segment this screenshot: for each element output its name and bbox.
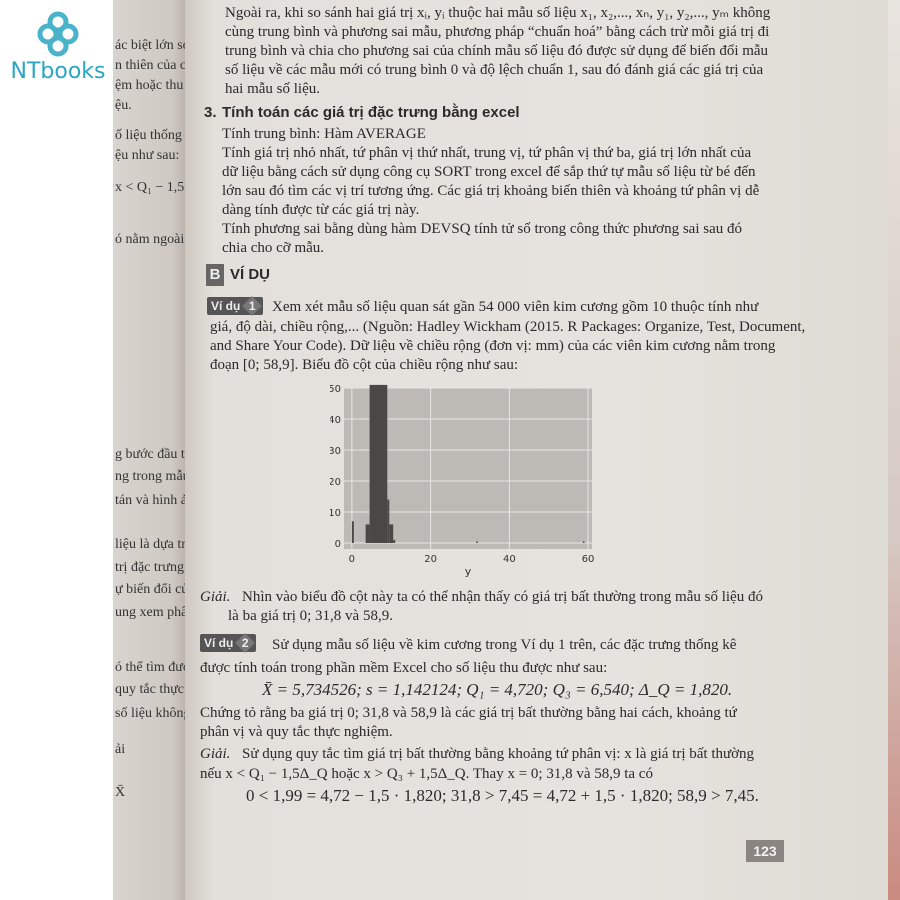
example1-line: and Share Your Code). Dữ liệu về chiều r… (210, 338, 776, 354)
left-page-fragment: X̄ (115, 785, 126, 800)
section-b-heading: B VÍ DỤ (206, 264, 270, 286)
intro-line: cùng trung bình và phương sai mẫu, phươn… (225, 24, 770, 40)
y-tick-label: 20 (330, 477, 341, 488)
left-page-fragment: ung xem phân phối (115, 605, 187, 620)
histogram-chart: 0 10 20 30 40 50 0 20 40 60 y (330, 384, 595, 578)
left-page-fragment: x < Q₁ − 1,5Δ_Q hoặc (115, 180, 187, 195)
page-edge (888, 0, 900, 900)
section3-line: Tính phương sai bằng dùng hàm DEVSQ tính… (222, 221, 743, 237)
section-b-title: VÍ DỤ (230, 266, 271, 283)
left-page-fragment: trị đặc trưng có (115, 560, 187, 575)
section3-line: chia cho cỡ mẫu. (222, 240, 325, 256)
intro-line: trung bình và chia cho phương sai của ch… (225, 43, 769, 59)
section3-line: dữ liệu bằng cách sử dụng công cụ SORT t… (222, 164, 756, 180)
left-page-fragment: ó nằm ngoài khoảng (115, 232, 187, 247)
section3-line: Tính giá trị nhỏ nhất, tứ phân vị thứ nh… (222, 145, 752, 161)
solution-line: Nhìn vào biểu đồ cột này ta có thể nhận … (242, 589, 763, 605)
example1-line: đoạn [0; 58,9]. Biểu đồ cột của chiều rộ… (210, 357, 519, 373)
y-tick-label: 40 (330, 415, 341, 426)
left-page-fragment: ó thể tìm được (115, 660, 187, 675)
left-page-fragment: số liệu không? (115, 706, 187, 721)
y-tick-label: 30 (330, 446, 341, 457)
left-page-fragment: n thiên của chính (115, 58, 187, 73)
section3-line: dàng tính được từ các giá trị này. (222, 202, 420, 218)
example1-line: giá, độ dài, chiều rộng,... (Nguồn: Hadl… (210, 319, 806, 335)
badge-label: Ví dụ (204, 636, 234, 650)
histogram-bar (387, 499, 390, 543)
example-2-badge: Ví dụ 2 (200, 633, 257, 653)
badge-label: Ví dụ (211, 299, 241, 313)
left-page-fragment: ác biệt lớn so với (115, 38, 187, 53)
left-page-fragment: ệm hoặc thu thập (115, 78, 187, 93)
histogram-bar (393, 539, 396, 543)
solution-line: là ba giá trị 0; 31,8 và 58,9. (228, 608, 393, 624)
left-page-fragment: liệu là dựa trên (115, 537, 187, 552)
watermark-logo: NTbooks (6, 10, 110, 89)
x-tick-label: 20 (424, 554, 437, 565)
y-tick-label: 0 (335, 539, 341, 550)
example2-line: Sử dụng mẫu số liệu về kim cương trong V… (272, 637, 737, 653)
x-tick-label: 60 (582, 554, 595, 565)
x-axis-label: y (465, 565, 472, 578)
histogram-bar (476, 541, 478, 543)
task-line: Chứng tỏ rằng ba giá trị 0; 31,8 và 58,9… (200, 705, 737, 721)
y-tick-label: 50 (330, 384, 341, 395)
x-tick-label: 0 (349, 554, 355, 565)
solution-line: Sử dụng quy tắc tìm giá trị bất thường b… (242, 746, 755, 762)
left-page-fragment: ệu như sau: (115, 148, 180, 163)
section-number: 3. (204, 104, 217, 121)
section-letter-badge: B (206, 264, 224, 286)
solution-label: Giải. (200, 746, 231, 762)
intro-line: Ngoài ra, khi so sánh hai giá trị xᵢ, yᵢ… (225, 5, 771, 21)
left-page-fragment: g bước đầu tiên (115, 447, 187, 462)
left-page-fragment: ự biến đổi của mẫu (115, 582, 187, 597)
histogram-bar (351, 521, 354, 543)
knot-logo-icon: NTbooks (11, 11, 106, 84)
left-page-fragment: ng trong mẫu số liệu (115, 469, 187, 484)
section3-line: Tính trung bình: Hàm AVERAGE (222, 126, 426, 142)
section3-line: lớn sau đó tìm các vị trí tương ứng. Các… (222, 183, 760, 199)
badge-number: 1 (249, 299, 256, 313)
formula: X̄ = 5,734526; s = 1,142124; Q₁ = 4,720;… (262, 680, 733, 699)
histogram-bar (369, 384, 388, 543)
y-tick-label: 10 (330, 508, 341, 519)
x-tick-label: 40 (503, 554, 516, 565)
solution-label: Giải. (200, 589, 231, 605)
left-page-fragment: ố liệu thống kê (115, 128, 187, 143)
left-page: ác biệt lớn so với n thiên của chính ệm ho… (113, 0, 187, 900)
solution-line: nếu x < Q₁ − 1,5Δ_Q hoặc x > Q₃ + 1,5Δ_Q… (200, 766, 653, 782)
task-line: phân vị và quy tắc thực nghiệm. (200, 724, 393, 740)
watermark-brand: NTbooks (11, 59, 106, 84)
example1-line: Xem xét mẫu số liệu quan sát gần 54 000 … (272, 299, 759, 315)
example2-line: được tính toán trong phần mềm Excel cho … (200, 660, 608, 676)
section-title: Tính toán các giá trị đặc trưng bằng exc… (222, 104, 520, 121)
page-number: 123 (746, 840, 784, 862)
histogram-bar (582, 541, 585, 543)
intro-line: số liệu về các mẫu mới có trung bình 0 v… (225, 62, 764, 78)
histogram-bar (365, 524, 370, 543)
solution-line: 0 < 1,99 = 4,72 − 1,5 · 1,820; 31,8 > 7,… (246, 786, 759, 805)
intro-line: hai mẫu số liệu. (225, 81, 320, 97)
left-page-fragment: tán và hình ảnh (115, 493, 187, 508)
example-1-badge: Ví dụ 1 (207, 296, 264, 316)
histogram-bar (389, 524, 394, 543)
left-page-fragment: ải (115, 742, 126, 757)
left-page-fragment: quy tắc thực nghiệm (115, 682, 187, 697)
badge-number: 2 (242, 636, 249, 650)
left-page-fragment: ệu. (115, 98, 132, 113)
